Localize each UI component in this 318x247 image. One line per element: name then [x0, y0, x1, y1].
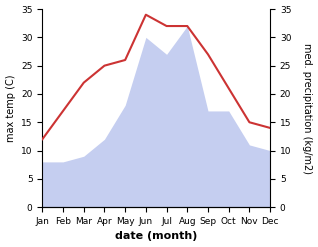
X-axis label: date (month): date (month): [115, 231, 197, 242]
Y-axis label: max temp (C): max temp (C): [5, 74, 16, 142]
Y-axis label: med. precipitation (kg/m2): med. precipitation (kg/m2): [302, 43, 313, 174]
